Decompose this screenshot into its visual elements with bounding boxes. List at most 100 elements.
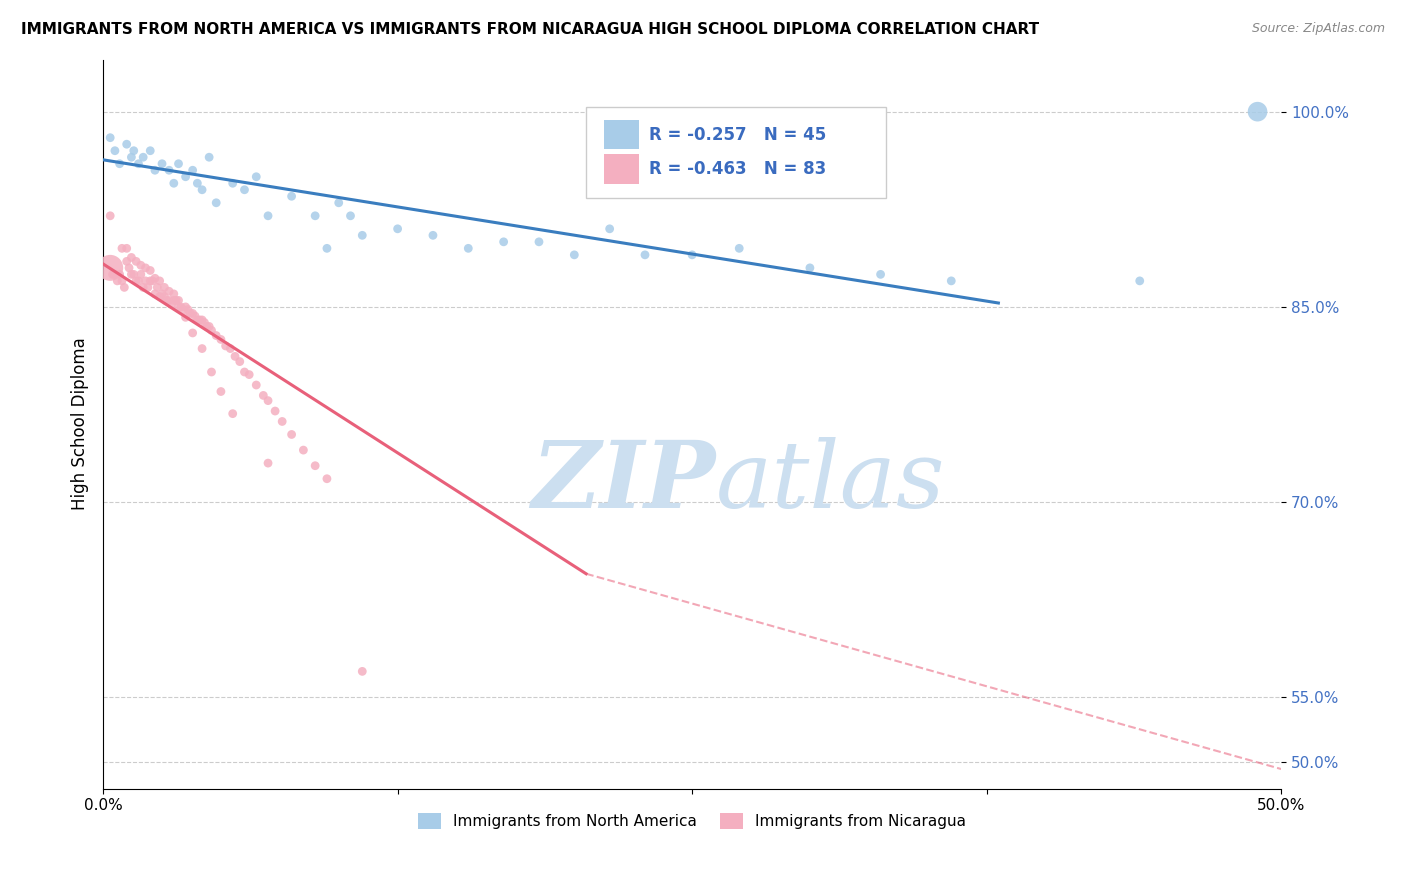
Text: Source: ZipAtlas.com: Source: ZipAtlas.com [1251, 22, 1385, 36]
Point [98, 130, 121, 145]
Point [186, 176, 208, 190]
Point [112, 280, 135, 294]
Point [122, 268, 145, 282]
Point [304, 458, 326, 473]
Point [257, 456, 280, 470]
Point [728, 241, 751, 255]
Point [132, 150, 155, 164]
Point [941, 274, 963, 288]
Point [229, 354, 252, 368]
Point [257, 209, 280, 223]
Point [157, 293, 180, 308]
Point [127, 157, 149, 171]
Point [233, 183, 256, 197]
Point [108, 268, 131, 282]
Point [457, 241, 479, 255]
Point [105, 274, 128, 288]
Point [1129, 274, 1152, 288]
Point [205, 328, 228, 343]
Point [170, 300, 193, 314]
Point [98, 260, 121, 275]
Point [562, 248, 585, 262]
Point [799, 260, 821, 275]
Point [120, 251, 142, 265]
Point [316, 241, 339, 255]
Point [163, 293, 186, 308]
Point [280, 189, 302, 203]
Point [149, 289, 172, 303]
Point [224, 350, 246, 364]
Point [252, 388, 274, 402]
Point [139, 274, 162, 288]
Point [181, 163, 204, 178]
Point [143, 163, 166, 178]
Point [118, 260, 141, 275]
Point [139, 144, 162, 158]
Point [200, 365, 222, 379]
Point [115, 241, 138, 255]
Point [153, 280, 176, 294]
Point [191, 342, 214, 356]
Point [181, 306, 204, 320]
Point [172, 302, 194, 317]
Point [163, 176, 186, 190]
Point [120, 150, 142, 164]
Legend: Immigrants from North America, Immigrants from Nicaragua: Immigrants from North America, Immigrant… [412, 807, 973, 836]
Point [233, 365, 256, 379]
Point [101, 268, 124, 282]
Point [160, 297, 183, 311]
Point [316, 472, 339, 486]
Point [681, 248, 703, 262]
Point [150, 286, 173, 301]
Point [132, 280, 155, 294]
Point [143, 286, 166, 301]
Point [191, 313, 214, 327]
Point [179, 306, 201, 320]
Point [135, 274, 157, 288]
Point [98, 209, 121, 223]
Point [135, 260, 157, 275]
Point [115, 254, 138, 268]
Point [143, 271, 166, 285]
FancyBboxPatch shape [603, 154, 640, 184]
Point [280, 427, 302, 442]
Text: ZIP: ZIP [531, 437, 716, 527]
FancyBboxPatch shape [586, 107, 886, 198]
Point [328, 195, 350, 210]
Point [157, 163, 180, 178]
Text: R = -0.257   N = 45: R = -0.257 N = 45 [648, 126, 825, 144]
Point [136, 280, 159, 294]
Point [129, 268, 152, 282]
Point [111, 274, 134, 288]
Point [167, 300, 190, 314]
Point [115, 137, 138, 152]
Point [186, 313, 208, 327]
Point [184, 309, 207, 323]
Point [304, 209, 326, 223]
Point [527, 235, 550, 249]
Point [195, 319, 218, 334]
Point [125, 254, 148, 268]
Point [422, 228, 444, 243]
Point [352, 228, 374, 243]
Point [139, 263, 162, 277]
Point [129, 258, 152, 272]
Point [174, 310, 197, 325]
Point [127, 274, 149, 288]
Point [157, 285, 180, 299]
Point [149, 274, 172, 288]
Y-axis label: High School Diploma: High School Diploma [72, 338, 89, 510]
Point [222, 407, 245, 421]
Point [219, 342, 242, 356]
Point [122, 144, 145, 158]
Point [174, 300, 197, 314]
Point [120, 268, 142, 282]
Point [292, 443, 315, 458]
Point [153, 289, 176, 303]
Point [387, 222, 409, 236]
Point [214, 339, 236, 353]
Text: atlas: atlas [716, 437, 945, 527]
Point [188, 313, 211, 327]
Point [191, 183, 214, 197]
Point [257, 393, 280, 408]
